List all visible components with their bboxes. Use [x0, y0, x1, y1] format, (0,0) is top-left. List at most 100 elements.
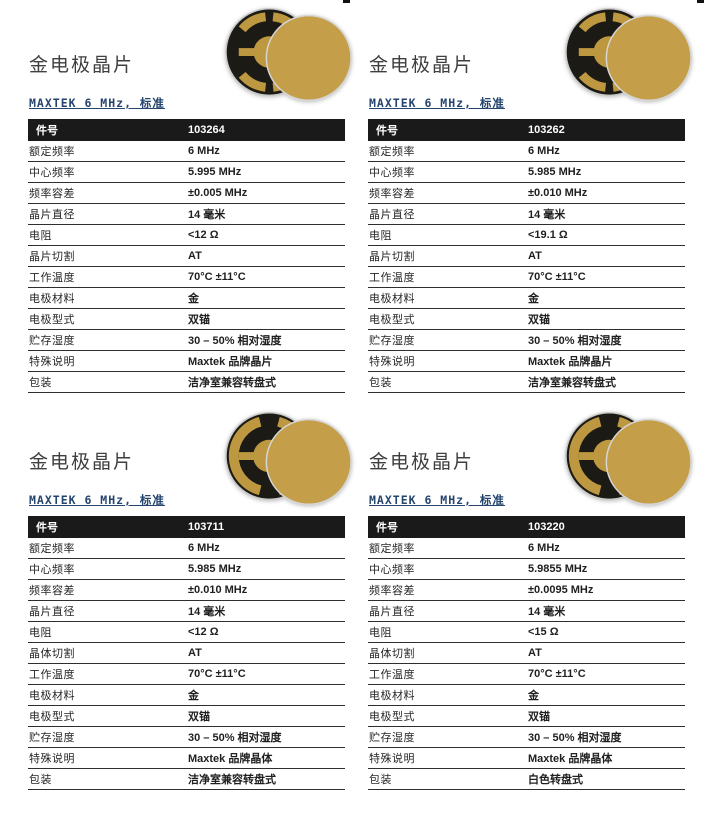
product-card-103220: 金电极晶片 MAXTEK 6 MHz, 标准 件号 103220 额定频率 6 … [368, 397, 692, 830]
spec-label: 晶片直径 [368, 600, 528, 622]
spec-label: 中心频率 [368, 161, 528, 183]
spec-row: 中心频率 5.985 MHz [28, 558, 345, 580]
spec-row: 晶片直径 14 毫米 [368, 203, 685, 225]
spec-label: 额定频率 [28, 141, 188, 162]
spec-value: <12 Ω [188, 224, 345, 246]
spec-value: 洁净室兼容转盘式 [188, 371, 345, 393]
spec-value: 6 MHz [188, 538, 345, 559]
crop-mark [343, 0, 350, 3]
part-number-value: 103220 [528, 516, 685, 538]
spec-row: 额定频率 6 MHz [368, 141, 685, 162]
spec-row: 频率容差 ±0.005 MHz [28, 182, 345, 204]
crystal-discs-image [225, 7, 352, 102]
product-card-103264: 金电极晶片 MAXTEK 6 MHz, 标准 件号 103264 额定频率 6 … [28, 0, 352, 397]
spec-row: 晶片直径 14 毫米 [368, 600, 685, 622]
spec-label: 工作温度 [28, 266, 188, 288]
crop-mark [697, 0, 704, 3]
spec-value: Maxtek 品牌晶片 [528, 350, 685, 372]
spec-label: 电阻 [28, 621, 188, 643]
spec-value: AT [188, 245, 345, 267]
spec-value: 70°C ±11°C [188, 663, 345, 685]
crystal-plain-disc [605, 418, 692, 506]
spec-row: 贮存湿度 30 – 50% 相对湿度 [28, 329, 345, 351]
crystal-photo [565, 6, 693, 104]
spec-row: 晶体切割 AT [368, 642, 685, 664]
spec-value: AT [528, 642, 685, 664]
spec-value: 白色转盘式 [528, 768, 685, 790]
spec-label: 特殊说明 [28, 350, 188, 372]
spec-label: 包装 [368, 371, 528, 393]
spec-value: 双锚 [188, 308, 345, 330]
product-subtitle: MAXTEK 6 MHz, 标准 [29, 493, 165, 507]
spec-value: ±0.0095 MHz [528, 579, 685, 601]
spec-label: 额定频率 [368, 538, 528, 559]
table-header-row: 件号 103711 [28, 516, 345, 538]
spec-label: 电阻 [368, 621, 528, 643]
spec-label: 中心频率 [368, 558, 528, 580]
spec-value: 70°C ±11°C [528, 266, 685, 288]
crystal-plain-disc [265, 418, 352, 506]
spec-row: 电阻 <15 Ω [368, 621, 685, 643]
spec-table: 件号 103262 额定频率 6 MHz 中心频率 5.985 MHz [368, 119, 685, 393]
spec-row: 中心频率 5.985 MHz [368, 161, 685, 183]
spec-row: 电极材料 金 [368, 684, 685, 706]
spec-value: 70°C ±11°C [528, 663, 685, 685]
part-number-label: 件号 [28, 119, 188, 141]
spec-label: 包装 [368, 768, 528, 790]
crystal-discs-image [565, 7, 692, 102]
spec-value: 30 – 50% 相对湿度 [188, 329, 345, 351]
table-header-row: 件号 103264 [28, 119, 345, 141]
spec-row: 包装 洁净室兼容转盘式 [28, 371, 345, 393]
spec-row: 包装 洁净室兼容转盘式 [368, 371, 685, 393]
spec-label: 工作温度 [368, 266, 528, 288]
spec-row: 晶片直径 14 毫米 [28, 600, 345, 622]
spec-label: 贮存湿度 [28, 329, 188, 351]
spec-value: ±0.010 MHz [528, 182, 685, 204]
spec-label: 贮存湿度 [368, 329, 528, 351]
spec-value: 14 毫米 [188, 203, 345, 225]
spec-label: 晶体切割 [368, 642, 528, 664]
spec-row: 贮存湿度 30 – 50% 相对湿度 [368, 329, 685, 351]
spec-row: 频率容差 ±0.010 MHz [368, 182, 685, 204]
spec-value: 14 毫米 [528, 600, 685, 622]
spec-label: 工作温度 [28, 663, 188, 685]
part-number-value: 103262 [528, 119, 685, 141]
spec-label: 电极材料 [28, 684, 188, 706]
spec-label: 额定频率 [368, 141, 528, 162]
spec-value: <12 Ω [188, 621, 345, 643]
spec-value: AT [528, 245, 685, 267]
spec-row: 电阻 <12 Ω [28, 224, 345, 246]
spec-value: <19.1 Ω [528, 224, 685, 246]
spec-row: 工作温度 70°C ±11°C [368, 266, 685, 288]
spec-value: 70°C ±11°C [188, 266, 345, 288]
spec-value: 6 MHz [528, 141, 685, 162]
crystal-photo [225, 410, 353, 508]
spec-row: 贮存湿度 30 – 50% 相对湿度 [368, 726, 685, 748]
product-subtitle: MAXTEK 6 MHz, 标准 [29, 96, 165, 110]
spec-value: AT [188, 642, 345, 664]
spec-value: 30 – 50% 相对湿度 [528, 329, 685, 351]
spec-value: 6 MHz [188, 141, 345, 162]
spec-row: 电极型式 双锚 [368, 705, 685, 727]
spec-value: 5.985 MHz [188, 558, 345, 580]
spec-row: 晶片切割 AT [28, 245, 345, 267]
spec-row: 电极型式 双锚 [28, 705, 345, 727]
spec-label: 额定频率 [28, 538, 188, 559]
spec-row: 电极型式 双锚 [368, 308, 685, 330]
spec-label: 电阻 [28, 224, 188, 246]
part-number-label: 件号 [368, 119, 528, 141]
spec-row: 特殊说明 Maxtek 品牌晶体 [28, 747, 345, 769]
spec-row: 包装 洁净室兼容转盘式 [28, 768, 345, 790]
product-card-103711: 金电极晶片 MAXTEK 6 MHz, 标准 件号 103711 额定频率 6 … [28, 397, 352, 830]
spec-value: 双锚 [528, 705, 685, 727]
spec-label: 特殊说明 [368, 747, 528, 769]
crystal-plain-disc [265, 14, 352, 102]
spec-row: 工作温度 70°C ±11°C [368, 663, 685, 685]
spec-value: 30 – 50% 相对湿度 [528, 726, 685, 748]
spec-label: 电极型式 [28, 308, 188, 330]
spec-row: 电阻 <12 Ω [28, 621, 345, 643]
product-subtitle: MAXTEK 6 MHz, 标准 [369, 96, 505, 110]
crystal-photo [225, 6, 353, 104]
spec-row: 额定频率 6 MHz [28, 538, 345, 559]
